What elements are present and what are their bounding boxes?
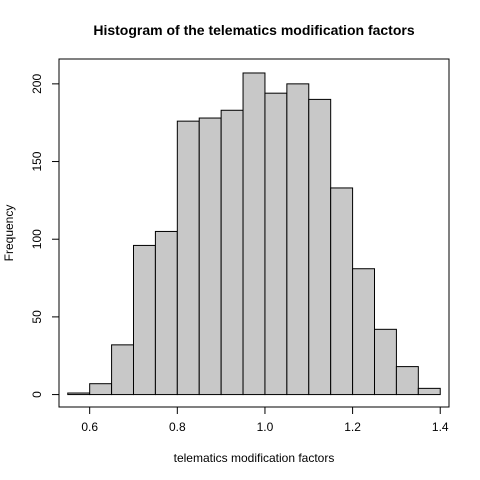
y-axis: 0 50 100 150 200 (30, 74, 60, 398)
histogram-bar (286, 83, 310, 396)
y-tick-label: 200 (30, 74, 44, 94)
histogram-bar (330, 187, 354, 396)
histogram-bar (417, 387, 441, 396)
y-tick-label: 0 (30, 391, 44, 398)
y-tick-label: 100 (30, 229, 44, 249)
histogram-bar (198, 117, 222, 396)
histogram-bar (220, 109, 244, 396)
x-axis-label: telematics modification factors (174, 451, 335, 465)
x-tick-label: 1.0 (257, 420, 274, 434)
x-tick-label: 1.4 (432, 420, 449, 434)
histogram-bar (264, 92, 288, 396)
histogram-bar (176, 120, 200, 396)
y-axis-label: Frequency (2, 205, 16, 262)
x-axis: 0.6 0.8 1.0 1.2 1.4 (81, 406, 449, 434)
histogram-bar (395, 366, 419, 396)
histogram-bar (308, 98, 332, 396)
y-tick-label: 50 (30, 310, 44, 324)
x-tick-label: 1.2 (344, 420, 361, 434)
histogram-bar (111, 344, 134, 396)
histogram-bar (352, 268, 376, 396)
histogram-bars (67, 72, 441, 396)
y-tick-label: 150 (30, 151, 44, 171)
x-tick-label: 0.6 (81, 420, 98, 434)
histogram-bar (89, 383, 113, 396)
histogram-bar (67, 392, 91, 396)
histogram-bar (154, 230, 178, 396)
x-tick-label: 0.8 (169, 420, 186, 434)
histogram-bar (374, 328, 397, 396)
histogram-bar (242, 72, 266, 396)
chart-title: Histogram of the telematics modification… (93, 22, 414, 38)
histogram-bar (132, 244, 156, 396)
